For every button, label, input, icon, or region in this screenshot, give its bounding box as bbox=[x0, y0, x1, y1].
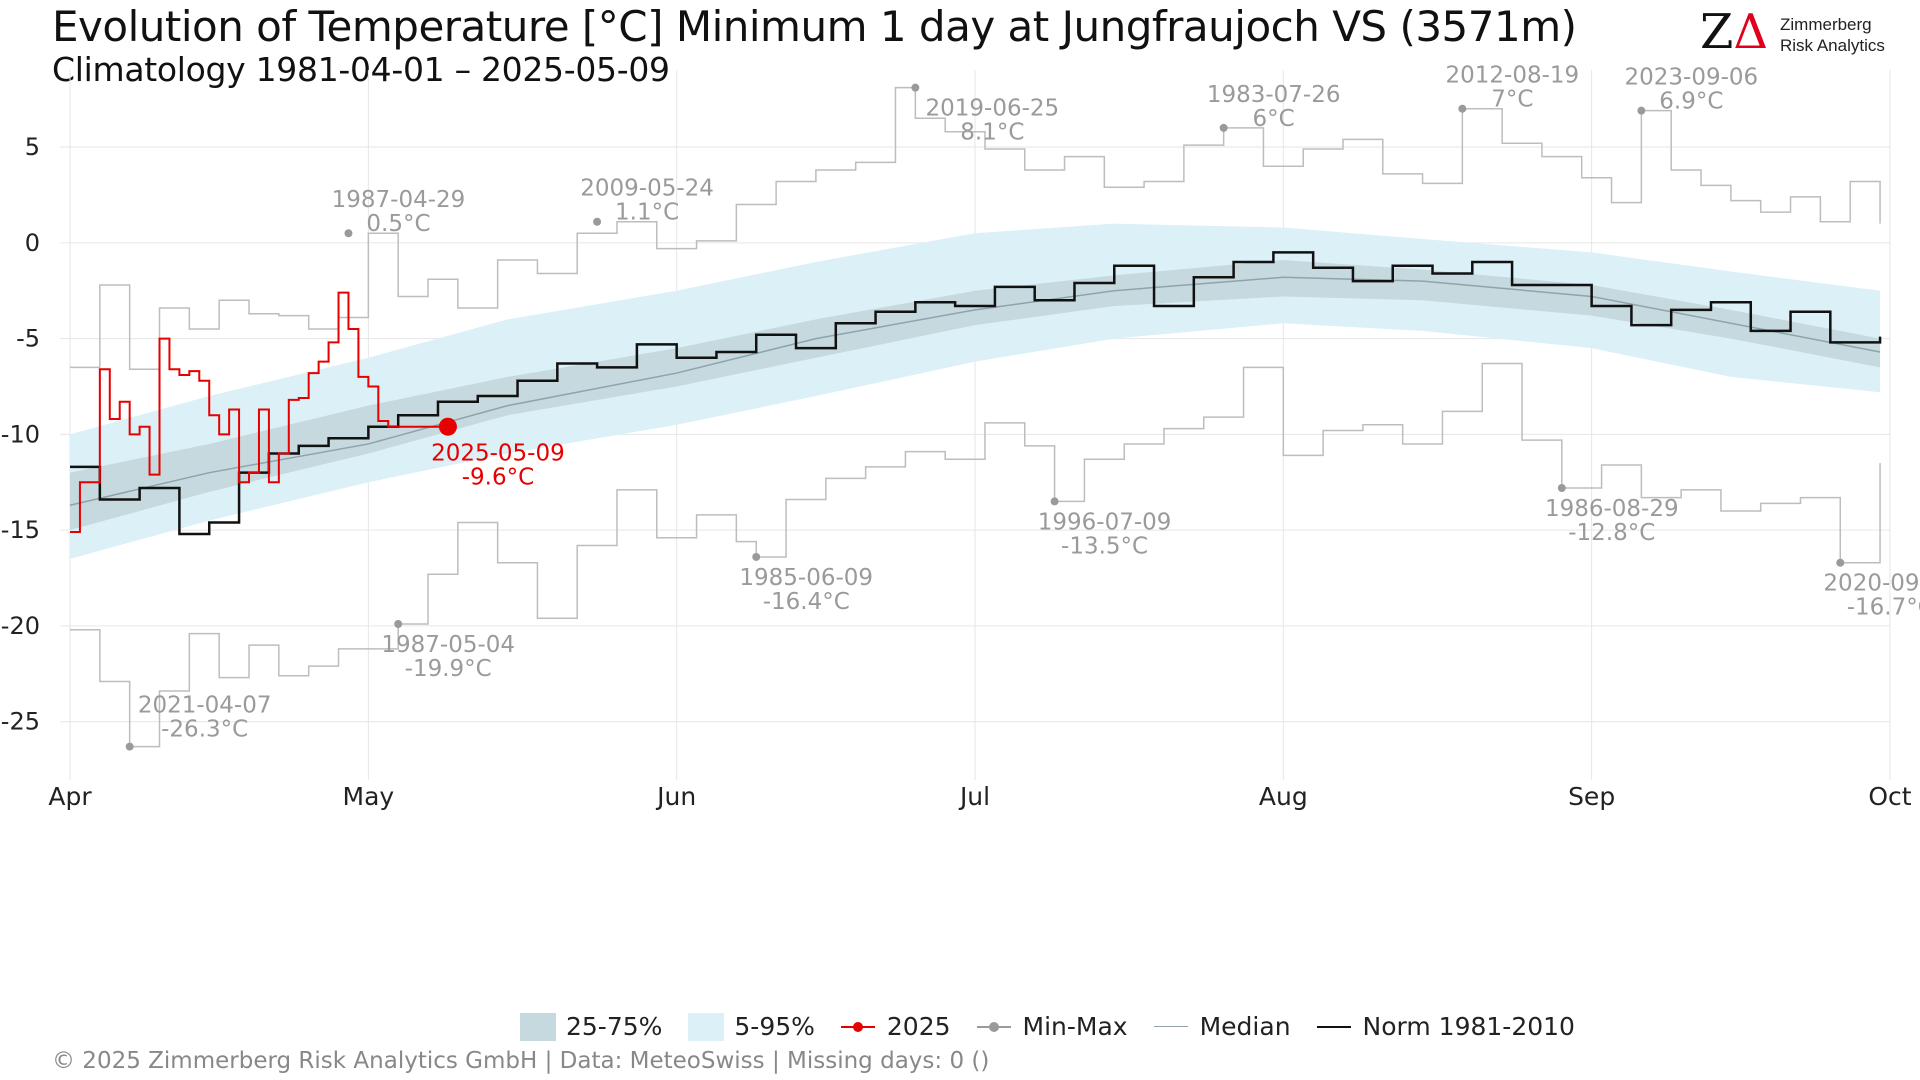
legend-label-min-max: Min-Max bbox=[1022, 1012, 1128, 1041]
extreme-point bbox=[752, 552, 761, 561]
extreme-date-label: 2020-09-26 bbox=[1823, 571, 1920, 597]
extreme-date-label: 2021-04-07 bbox=[138, 693, 272, 719]
x-tick-label: Sep bbox=[1568, 782, 1615, 811]
x-tick-label: Jul bbox=[958, 782, 990, 811]
company-logo: ZΔ Zimmerberg Risk Analytics bbox=[1700, 4, 1900, 60]
chart-subtitle: Climatology 1981-04-01 – 2025-05-09 bbox=[52, 50, 670, 89]
extreme-value-label: -12.8°C bbox=[1568, 520, 1655, 546]
extreme-point bbox=[344, 229, 353, 238]
extreme-point bbox=[911, 83, 920, 92]
extreme-point bbox=[1050, 497, 1059, 506]
extreme-value-label: -13.5°C bbox=[1061, 533, 1148, 559]
legend-item-min-max: Min-Max bbox=[976, 1012, 1128, 1041]
legend-item-p5-95: 5-95% bbox=[688, 1012, 815, 1041]
extreme-date-label: 1987-04-29 bbox=[332, 187, 466, 213]
y-tick-label: -15 bbox=[1, 516, 40, 544]
series-2025-line bbox=[70, 291, 448, 534]
extreme-date-label: 1985-06-09 bbox=[739, 565, 873, 591]
legend-label-norm: Norm 1981-2010 bbox=[1362, 1012, 1575, 1041]
x-tick-label: Jun bbox=[655, 782, 696, 811]
current-date-label: 2025-05-09 bbox=[431, 441, 565, 467]
min-trace bbox=[70, 362, 1881, 748]
legend-item-2025: 2025 bbox=[840, 1012, 951, 1041]
y-tick-label: -5 bbox=[16, 325, 40, 353]
legend-label-p5-95: 5-95% bbox=[734, 1012, 815, 1041]
extreme-point bbox=[1219, 123, 1228, 132]
chart-legend: 25-75% 5-95% 2025 Min-Max Median Norm 19… bbox=[520, 1012, 1601, 1041]
extreme-value-label: -26.3°C bbox=[161, 717, 248, 743]
extreme-point bbox=[1637, 106, 1646, 115]
y-tick-label: -25 bbox=[1, 708, 40, 736]
legend-label-median: Median bbox=[1199, 1012, 1291, 1041]
footer-credit: © 2025 Zimmerberg Risk Analytics GmbH | … bbox=[52, 1048, 990, 1074]
logo-mark: ZΔ bbox=[1700, 4, 1768, 60]
extreme-date-label: 1983-07-26 bbox=[1207, 82, 1341, 108]
legend-swatch-p5-95 bbox=[688, 1012, 725, 1041]
logo-line-2: Risk Analytics bbox=[1780, 36, 1885, 55]
extreme-point bbox=[1557, 484, 1566, 492]
current-point bbox=[438, 417, 457, 436]
extreme-value-label: 7°C bbox=[1491, 87, 1533, 113]
logo-z: Z bbox=[1700, 4, 1734, 60]
band-25-75 bbox=[70, 260, 1881, 531]
current-value-label: -9.6°C bbox=[462, 465, 534, 491]
legend-item-p25-75: 25-75% bbox=[520, 1012, 662, 1041]
x-tick-label: Oct bbox=[1868, 782, 1911, 811]
legend-swatch-p25-75 bbox=[520, 1012, 556, 1041]
extreme-date-label: 2009-05-24 bbox=[580, 176, 714, 202]
extreme-date-label: 2023-09-06 bbox=[1625, 65, 1759, 91]
extreme-value-label: -19.9°C bbox=[405, 656, 492, 682]
extreme-value-label: 8.1°C bbox=[960, 120, 1024, 146]
extreme-date-label: 1996-07-09 bbox=[1038, 509, 1172, 535]
logo-text: Zimmerberg Risk Analytics bbox=[1780, 14, 1885, 56]
extreme-date-label: 1986-08-29 bbox=[1545, 496, 1679, 522]
extreme-point bbox=[593, 217, 602, 226]
x-tick-label: May bbox=[343, 782, 395, 811]
y-tick-label: -20 bbox=[1, 612, 40, 640]
extreme-value-label: 6°C bbox=[1253, 106, 1295, 132]
extreme-value-label: -16.4°C bbox=[763, 589, 850, 615]
legend-line-min-max bbox=[976, 1021, 1011, 1032]
band-5-95 bbox=[70, 223, 1881, 559]
y-tick-label: 0 bbox=[25, 229, 40, 257]
extreme-value-label: 6.9°C bbox=[1659, 89, 1723, 115]
y-tick-label: 5 bbox=[25, 133, 40, 161]
legend-item-norm: Norm 1981-2010 bbox=[1316, 1012, 1575, 1041]
logo-line-1: Zimmerberg bbox=[1780, 15, 1872, 34]
extreme-point bbox=[394, 620, 403, 628]
legend-item-median: Median bbox=[1153, 1012, 1291, 1041]
extreme-point bbox=[1836, 558, 1845, 567]
chart-title: Evolution of Temperature [°C] Minimum 1 … bbox=[52, 2, 1577, 51]
x-tick-label: Aug bbox=[1259, 782, 1308, 811]
extreme-point bbox=[125, 742, 134, 751]
legend-line-norm bbox=[1316, 1025, 1351, 1028]
legend-line-2025 bbox=[840, 1021, 875, 1032]
legend-label-p25-75: 25-75% bbox=[566, 1012, 663, 1041]
logo-triangle-icon: Δ bbox=[1733, 4, 1769, 60]
extreme-date-label: 2012-08-19 bbox=[1446, 63, 1580, 89]
y-tick-label: -10 bbox=[1, 420, 40, 448]
legend-line-median bbox=[1153, 1026, 1188, 1027]
extreme-value-label: 1.1°C bbox=[615, 200, 679, 226]
extreme-date-label: 1987-05-04 bbox=[381, 632, 515, 658]
x-tick-label: Apr bbox=[48, 782, 92, 811]
chart-plot: 1987-04-290.5°C 2009-05-241.1°C 2019-06-25… bbox=[1, 63, 1920, 811]
norm-line bbox=[70, 251, 1882, 536]
extreme-point bbox=[1458, 104, 1467, 113]
extreme-value-label: -16.7°C bbox=[1847, 595, 1920, 621]
legend-label-2025: 2025 bbox=[886, 1012, 951, 1041]
extreme-date-label: 2019-06-25 bbox=[926, 96, 1060, 122]
extreme-value-label: 0.5°C bbox=[366, 211, 430, 237]
